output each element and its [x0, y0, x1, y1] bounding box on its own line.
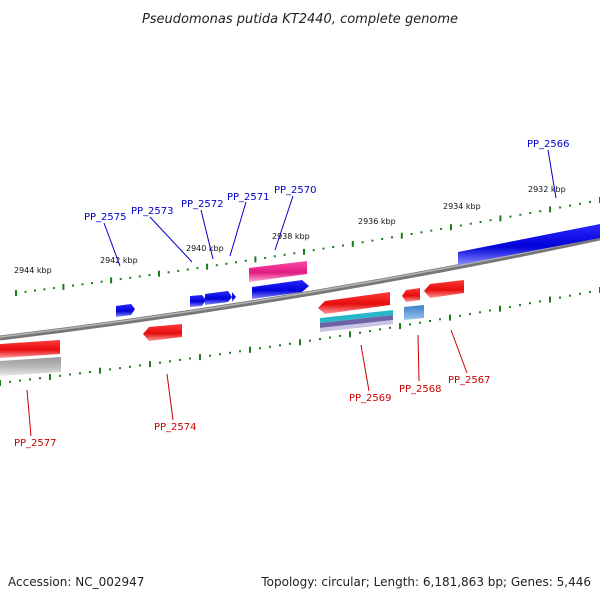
- gene-pp2575[interactable]: [116, 304, 135, 317]
- kbp-label-2944: 2944 kbp: [14, 266, 52, 275]
- gene-pp2569[interactable]: [318, 292, 390, 314]
- label-pp2569[interactable]: PP_2569: [349, 393, 392, 404]
- leader-pp2568: [417, 334, 420, 382]
- forward-tick-ring: [15, 197, 600, 296]
- kbp-label-2938: 2938 kbp: [272, 232, 310, 241]
- leader-pp2574: [166, 373, 174, 421]
- gene-pp2570-blue[interactable]: [252, 280, 309, 299]
- leader-lines: [26, 149, 557, 437]
- gene-pp2571[interactable]: [232, 292, 236, 302]
- label-pp2566[interactable]: PP_2566: [527, 139, 570, 150]
- label-pp2575[interactable]: PP_2575: [84, 212, 127, 223]
- label-pp2571[interactable]: PP_2571: [227, 192, 270, 203]
- accession-text: Accession: NC_002947: [8, 575, 144, 589]
- reverse-tick-ring: [0, 287, 600, 386]
- genome-title: Pseudomonas putida KT2440, complete geno…: [142, 12, 458, 27]
- gene-labels: PP_2575 PP_2573 PP_2572 PP_2571 PP_2570 …: [14, 139, 570, 449]
- genome-backbone-highlight: [0, 236, 600, 338]
- gene-pp2577-rna[interactable]: [0, 357, 61, 376]
- leader-pp2566: [547, 149, 557, 199]
- kbp-label-2934: 2934 kbp: [443, 202, 481, 211]
- label-pp2567[interactable]: PP_2567: [448, 375, 491, 386]
- gene-pp2574[interactable]: [143, 324, 182, 341]
- kbp-label-2942: 2942 kbp: [100, 256, 138, 265]
- leader-pp2571: [229, 201, 247, 257]
- leader-pp2577: [26, 389, 32, 437]
- gene-pp2569-stripes[interactable]: [320, 310, 393, 332]
- kbp-label-2932: 2932 kbp: [528, 185, 566, 194]
- gene-pp2570-pink[interactable]: [249, 261, 307, 282]
- gene-pp2577[interactable]: [0, 340, 60, 358]
- label-pp2574[interactable]: PP_2574: [154, 422, 197, 433]
- forward-gene-large[interactable]: [458, 224, 600, 265]
- gene-pp2567[interactable]: [424, 280, 464, 298]
- gene-pp2572[interactable]: [205, 291, 232, 305]
- gene-pp2568-rna[interactable]: [404, 305, 424, 320]
- label-pp2570[interactable]: PP_2570: [274, 185, 317, 196]
- label-pp2568[interactable]: PP_2568: [399, 384, 442, 395]
- leader-pp2567: [450, 329, 468, 374]
- label-pp2572[interactable]: PP_2572: [181, 199, 224, 210]
- label-pp2573[interactable]: PP_2573: [131, 206, 174, 217]
- position-labels: 2944 kbp 2942 kbp 2940 kbp 2938 kbp 2936…: [14, 185, 566, 275]
- leader-pp2575: [103, 222, 121, 267]
- genome-backbone: [0, 235, 600, 341]
- genome-summary-text: Topology: circular; Length: 6,181,863 bp…: [260, 575, 591, 589]
- gene-pp2573[interactable]: [190, 295, 206, 307]
- leader-pp2572: [200, 209, 214, 260]
- gene-pp2568[interactable]: [402, 288, 420, 302]
- label-pp2577[interactable]: PP_2577: [14, 438, 57, 449]
- leader-pp2573: [149, 216, 193, 263]
- leader-pp2569: [360, 344, 370, 392]
- leader-pp2570: [274, 195, 294, 251]
- kbp-label-2940: 2940 kbp: [186, 244, 224, 253]
- kbp-label-2936: 2936 kbp: [358, 217, 396, 226]
